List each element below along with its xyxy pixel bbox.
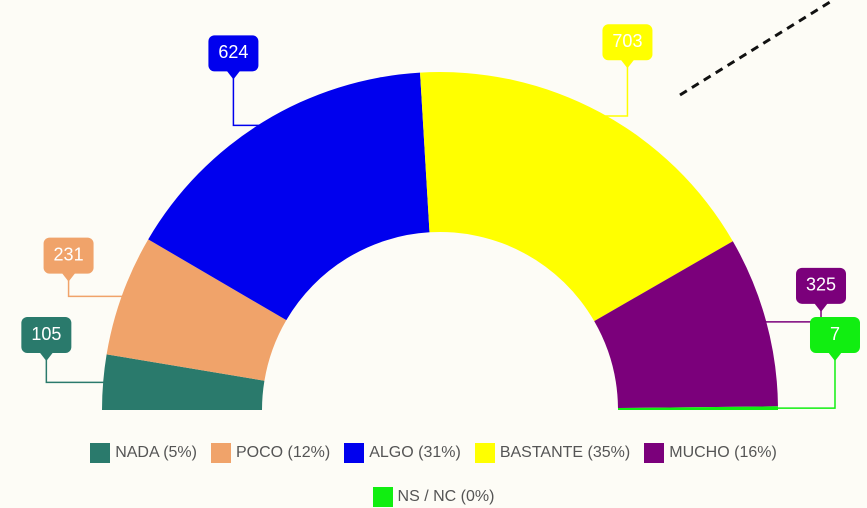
legend-item: NS / NC (0%) bbox=[372, 487, 495, 507]
legend-item: MUCHO (16%) bbox=[644, 443, 777, 463]
legend-label: NADA (5%) bbox=[115, 444, 197, 461]
leader-line bbox=[45, 355, 108, 384]
data-label: 7 bbox=[830, 324, 840, 344]
legend-item: BASTANTE (35%) bbox=[474, 443, 631, 463]
legend-label: BASTANTE (35%) bbox=[499, 444, 631, 461]
slice bbox=[148, 72, 430, 321]
data-label: 624 bbox=[218, 42, 248, 62]
slice bbox=[102, 354, 265, 410]
legend-swatch bbox=[90, 443, 111, 463]
legend-label: NS / NC (0%) bbox=[397, 488, 495, 505]
legend-item: ALGO (31%) bbox=[344, 443, 461, 463]
label-box bbox=[796, 267, 847, 304]
decoration-line bbox=[679, 0, 831, 97]
slice bbox=[106, 239, 287, 381]
legend-label: POCO (12%) bbox=[235, 444, 331, 461]
leader-line bbox=[232, 73, 266, 127]
leader-line bbox=[773, 355, 836, 409]
label-pointer bbox=[226, 70, 241, 80]
legend-item: NADA (5%) bbox=[90, 443, 197, 463]
legend-item: POCO (12%) bbox=[210, 443, 331, 463]
label-box bbox=[43, 237, 94, 274]
legend-swatch bbox=[210, 443, 231, 463]
label-pointer bbox=[61, 272, 76, 282]
slice bbox=[594, 241, 778, 409]
label-pointer bbox=[827, 352, 842, 361]
label-box bbox=[21, 317, 72, 353]
legend-swatch bbox=[372, 487, 393, 507]
label-box bbox=[809, 317, 860, 353]
legend-swatch bbox=[344, 443, 365, 463]
legend-swatch bbox=[644, 443, 665, 463]
legend: NADA (5%) POCO (12%) ALGO (31%) BASTANTE (3… bbox=[0, 443, 867, 507]
leader-line bbox=[67, 275, 126, 298]
slice bbox=[617, 406, 778, 410]
label-box bbox=[602, 24, 653, 61]
data-label: 325 bbox=[806, 275, 836, 295]
data-label: 703 bbox=[612, 31, 642, 51]
chart: 105 231 624 703 325 7 bbox=[21, 0, 860, 410]
label-box bbox=[208, 35, 259, 72]
slice bbox=[420, 72, 733, 322]
label-pointer bbox=[814, 302, 829, 312]
data-label: 105 bbox=[31, 324, 61, 344]
label-pointer bbox=[620, 59, 635, 69]
leader-line bbox=[598, 62, 629, 117]
data-label: 231 bbox=[54, 244, 84, 264]
legend-label: ALGO (31%) bbox=[369, 444, 461, 461]
legend-swatch bbox=[474, 443, 495, 463]
label-pointer bbox=[39, 352, 54, 361]
legend-label: MUCHO (16%) bbox=[669, 444, 777, 461]
